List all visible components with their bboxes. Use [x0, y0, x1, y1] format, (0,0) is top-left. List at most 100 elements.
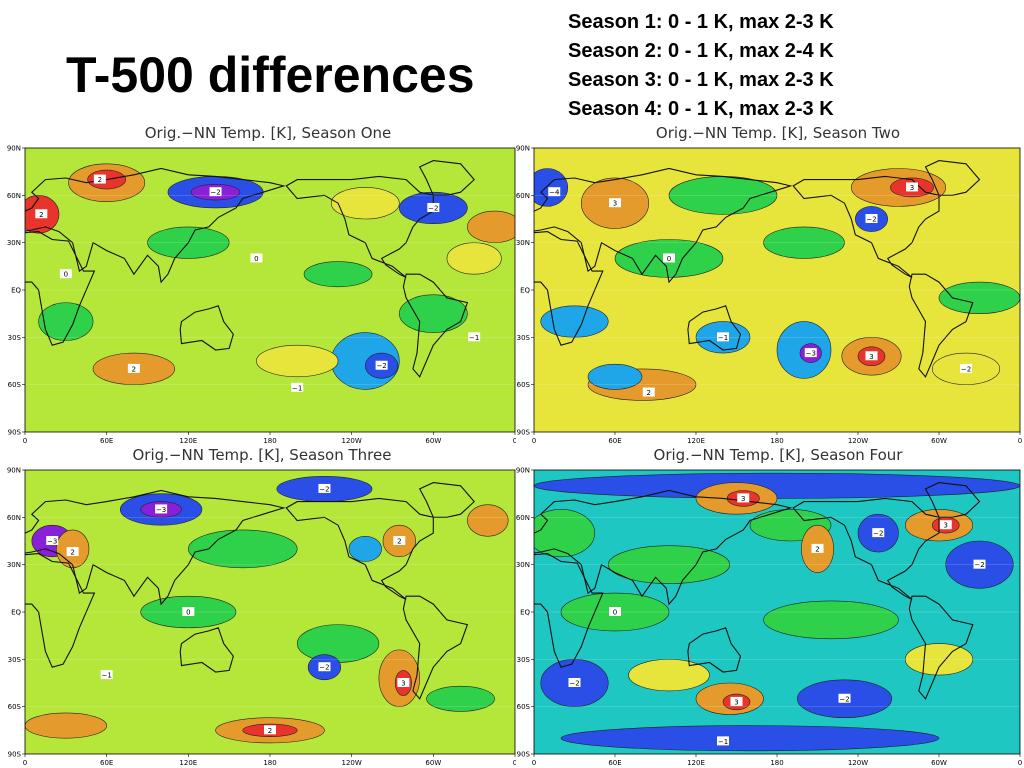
coastline: [534, 489, 793, 606]
coastline: [687, 627, 742, 673]
lat-tick-label: EQ: [11, 287, 21, 295]
contour-label-box: [427, 202, 440, 212]
coastline: [418, 160, 475, 196]
slide-title: T-500 differences: [66, 47, 475, 103]
lat-tick-label: 60N: [516, 514, 530, 522]
coastline: [25, 553, 96, 668]
lon-tick-label: 180: [263, 437, 276, 445]
lon-tick-label: 120E: [179, 759, 197, 767]
lon-tick-label: 120W: [848, 759, 868, 767]
contour-label: 0: [254, 255, 258, 263]
contour-label-box: [865, 351, 878, 361]
contour-label: −2: [961, 365, 971, 373]
contour-label-box: [35, 209, 48, 219]
contour-region: [446, 242, 502, 275]
lat-tick-label: 90S: [517, 751, 531, 759]
lon-tick-label: 120E: [687, 759, 705, 767]
coastline: [25, 167, 286, 284]
contour-label: 2: [39, 211, 43, 219]
lon-tick-label: 60W: [931, 759, 947, 767]
lon-tick-label: 60E: [100, 759, 113, 767]
contour-region: [467, 504, 509, 537]
contour-label: −2: [866, 216, 876, 224]
contour-label: 2: [132, 365, 136, 373]
lon-tick-label: 0: [1018, 759, 1022, 767]
contour-label-box: [568, 678, 581, 687]
contour-label: 3: [401, 680, 405, 688]
contour-region: [534, 472, 1020, 499]
contour-label-box: [939, 520, 952, 530]
map-figure-season-three: Orig.−NN Temp. [K], Season Three −3 −2 −3 2 2…: [7, 446, 516, 767]
coastline: [179, 305, 234, 351]
contour-label: 0: [667, 255, 671, 263]
coastline: [687, 305, 742, 351]
lon-tick-label: 60W: [425, 437, 441, 445]
contour-region: [38, 302, 94, 341]
map-title: Orig.−NN Temp. [K], Season Two: [656, 124, 900, 142]
coastline: [179, 627, 234, 673]
contour-label: −2: [974, 561, 984, 569]
contour-label: −3: [47, 538, 57, 546]
contour-label-box: [66, 547, 79, 557]
contour-label-box: [811, 543, 824, 553]
lon-tick-label: 60W: [425, 759, 441, 767]
contour-region: [560, 725, 940, 752]
contour-label: 3: [734, 698, 738, 706]
lon-tick-label: 60E: [608, 759, 621, 767]
contour-label: −1: [292, 384, 302, 392]
contour-label-box: [717, 332, 729, 342]
lat-tick-label: 90N: [516, 145, 530, 153]
lon-tick-label: 60W: [931, 437, 947, 445]
contour-label-box: [393, 536, 406, 545]
contour-label: 0: [186, 609, 190, 617]
lon-tick-label: 120W: [848, 437, 868, 445]
contour-region: [303, 261, 373, 288]
map-title: Orig.−NN Temp. [K], Season Three: [133, 446, 392, 464]
contour-label: 3: [910, 184, 914, 192]
lon-tick-label: 0: [1018, 437, 1022, 445]
contour-label-box: [468, 332, 481, 342]
contour-region: [426, 685, 495, 712]
contour-label-box: [250, 253, 263, 263]
lat-tick-label: 60N: [7, 514, 21, 522]
contour-label: 2: [397, 538, 401, 546]
contour-region: [399, 294, 468, 333]
coastline: [924, 482, 981, 518]
contour-label-box: [973, 559, 986, 569]
lon-tick-label: 0: [23, 759, 27, 767]
contour-label-box: [609, 198, 621, 208]
contour-region: [296, 624, 380, 663]
contour-label-box: [397, 678, 410, 687]
lat-tick-label: 30N: [7, 561, 21, 569]
lat-tick-label: EQ: [520, 609, 530, 617]
contour-label: −2: [569, 680, 579, 688]
contour-label: −2: [376, 362, 386, 370]
coastline: [25, 231, 96, 346]
contour-label-box: [960, 363, 972, 373]
contour-region: [348, 535, 382, 562]
contour-label: −2: [873, 530, 883, 538]
lat-tick-label: 60N: [7, 192, 21, 200]
lat-tick-label: 30N: [516, 561, 530, 569]
contour-label-box: [804, 348, 817, 358]
contour-label-box: [906, 182, 918, 192]
contour-region: [534, 509, 596, 558]
contour-label-box: [872, 528, 885, 538]
contour-label-box: [46, 536, 59, 545]
lat-tick-label: 90S: [8, 429, 22, 437]
contour-label: −2: [319, 664, 329, 672]
map-panel-season-three: Orig.−NN Temp. [K], Season Three −3 −2 −3 2 2…: [0, 446, 516, 768]
contour-label-box: [730, 696, 743, 706]
contour-label-box: [155, 504, 168, 514]
map-figure-season-one: Orig.−NN Temp. [K], Season One 2 −2 2 −2 −2 2 −…: [7, 124, 516, 445]
lat-tick-label: 30S: [517, 334, 531, 342]
coastline: [534, 231, 604, 346]
contour-region: [763, 600, 899, 640]
contour-label-box: [865, 214, 878, 223]
lat-tick-label: 90N: [7, 145, 21, 153]
lat-tick-label: 60N: [516, 192, 530, 200]
contour-label-box: [717, 736, 729, 746]
contour-label-box: [182, 607, 195, 616]
coastline: [285, 175, 434, 278]
lon-tick-label: 0: [532, 437, 536, 445]
